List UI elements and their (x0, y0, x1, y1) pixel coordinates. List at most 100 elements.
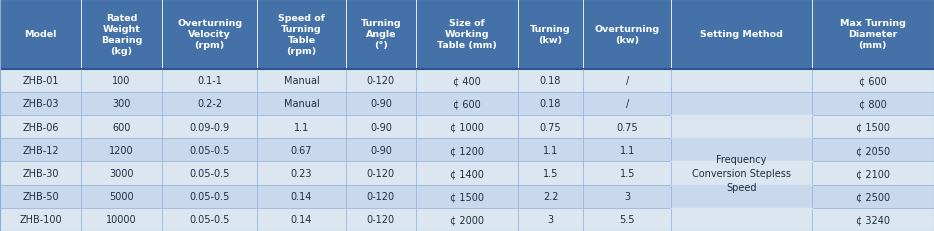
Text: 3: 3 (624, 191, 630, 201)
Text: ¢ 1400: ¢ 1400 (450, 168, 484, 178)
Text: 300: 300 (112, 99, 131, 109)
Text: 0-120: 0-120 (367, 191, 395, 201)
Bar (417, 69, 517, 92)
FancyBboxPatch shape (672, 0, 812, 69)
Text: 0.2-2: 0.2-2 (197, 99, 222, 109)
Text: ¢ 400: ¢ 400 (453, 76, 481, 86)
Text: 0.18: 0.18 (540, 76, 561, 86)
Bar (812, 139, 934, 162)
Text: 0-120: 0-120 (367, 76, 395, 86)
Text: ZHB-100: ZHB-100 (20, 214, 62, 225)
Bar (583, 116, 672, 139)
Text: ZHB-01: ZHB-01 (22, 76, 59, 86)
Bar (417, 208, 517, 231)
Bar (672, 185, 812, 208)
Bar (417, 162, 517, 185)
Text: 0.05-0.5: 0.05-0.5 (190, 191, 230, 201)
FancyBboxPatch shape (583, 0, 672, 69)
Bar (812, 208, 934, 231)
Bar (517, 185, 583, 208)
Bar (0, 116, 81, 139)
Bar (583, 185, 672, 208)
Text: 0.67: 0.67 (290, 145, 312, 155)
Text: 600: 600 (112, 122, 131, 132)
Bar (81, 116, 162, 139)
Bar (812, 162, 934, 185)
Text: Rated
Weight
Bearing
(kg): Rated Weight Bearing (kg) (101, 14, 142, 56)
Text: Turning
Angle
(°): Turning Angle (°) (361, 19, 402, 50)
Bar (417, 139, 517, 162)
Text: ZHB-03: ZHB-03 (22, 99, 59, 109)
Bar (517, 162, 583, 185)
Text: ¢ 3240: ¢ 3240 (856, 214, 890, 225)
Text: ¢ 2050: ¢ 2050 (856, 145, 890, 155)
Text: ZHB-06: ZHB-06 (22, 122, 59, 132)
Text: Frequency
Conversion Stepless
Speed: Frequency Conversion Stepless Speed (692, 154, 791, 192)
Bar (517, 69, 583, 92)
Text: 2.2: 2.2 (543, 191, 559, 201)
Text: ZHB-50: ZHB-50 (22, 191, 59, 201)
Bar (417, 92, 517, 116)
Bar (162, 139, 258, 162)
Text: ZHB-12: ZHB-12 (22, 145, 59, 155)
FancyBboxPatch shape (346, 0, 417, 69)
Text: ¢ 800: ¢ 800 (859, 99, 886, 109)
Bar (583, 139, 672, 162)
Text: 0.75: 0.75 (540, 122, 561, 132)
Bar (81, 185, 162, 208)
Text: 1.5: 1.5 (619, 168, 635, 178)
Text: 3: 3 (547, 214, 554, 225)
Text: 0.75: 0.75 (616, 122, 638, 132)
Bar (0, 162, 81, 185)
Bar (81, 92, 162, 116)
Text: 1.5: 1.5 (543, 168, 559, 178)
Bar (258, 162, 346, 185)
Text: 1.1: 1.1 (620, 145, 635, 155)
Bar (672, 139, 812, 162)
Bar (812, 116, 934, 139)
Text: ZHB-30: ZHB-30 (22, 168, 59, 178)
Bar (346, 208, 417, 231)
Bar (583, 92, 672, 116)
Text: Size of
Working
Table (mm): Size of Working Table (mm) (437, 19, 497, 50)
Bar (258, 116, 346, 139)
Bar (417, 185, 517, 208)
Bar (162, 185, 258, 208)
Text: ¢ 600: ¢ 600 (453, 99, 481, 109)
Bar (258, 69, 346, 92)
Text: 0.05-0.5: 0.05-0.5 (190, 214, 230, 225)
Bar (672, 162, 812, 185)
Bar (346, 139, 417, 162)
Bar (672, 116, 812, 139)
Text: Model: Model (24, 30, 57, 39)
Bar (258, 208, 346, 231)
Bar (81, 162, 162, 185)
FancyBboxPatch shape (417, 0, 517, 69)
Text: 0.14: 0.14 (290, 191, 312, 201)
Bar (583, 162, 672, 185)
Bar (812, 69, 934, 92)
Text: ¢ 2000: ¢ 2000 (450, 214, 484, 225)
Text: Setting Method: Setting Method (700, 30, 783, 39)
Text: 1200: 1200 (109, 145, 134, 155)
Bar (0, 185, 81, 208)
Text: Speed of
Turning
Table
(rpm): Speed of Turning Table (rpm) (278, 14, 325, 56)
Text: 0.09-0.9: 0.09-0.9 (190, 122, 230, 132)
Text: Turning
(kw): Turning (kw) (531, 25, 571, 45)
FancyBboxPatch shape (258, 0, 346, 69)
Bar (672, 92, 812, 116)
Bar (162, 162, 258, 185)
Text: 1.1: 1.1 (294, 122, 309, 132)
Bar (346, 162, 417, 185)
Text: 0-120: 0-120 (367, 214, 395, 225)
Bar (346, 185, 417, 208)
Bar (162, 69, 258, 92)
Bar (258, 139, 346, 162)
FancyBboxPatch shape (162, 0, 258, 69)
Text: 0.18: 0.18 (540, 99, 561, 109)
Bar (258, 92, 346, 116)
Text: 0-90: 0-90 (370, 99, 391, 109)
Text: 100: 100 (112, 76, 131, 86)
FancyBboxPatch shape (81, 0, 162, 69)
Text: /: / (626, 99, 629, 109)
